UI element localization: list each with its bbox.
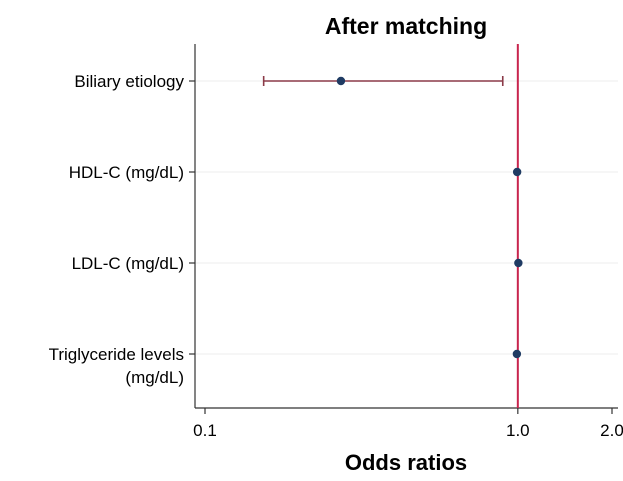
x-tick-labels: 0.1 1.0 2.0 (193, 408, 623, 440)
category-label-2: HDL-C (mg/dL) (69, 163, 184, 182)
point-estimate-3 (514, 258, 523, 268)
x-tick-label-1: 0.1 (193, 421, 217, 440)
confidence-intervals (262, 76, 504, 86)
gridlines (195, 80, 618, 355)
point-estimate-2 (512, 167, 522, 177)
category-label-1: Biliary etiology (74, 72, 184, 91)
category-label-line: Triglyceride levels (49, 345, 184, 364)
axes (194, 44, 618, 409)
x-tick-label-2: 1.0 (506, 421, 530, 440)
point-estimate-4 (512, 349, 522, 359)
x-tick-label-3: 2.0 (600, 421, 623, 440)
chart-title: After matching (325, 13, 487, 39)
category-labels: Biliary etiology HDL-C (mg/dL) LDL-C (mg/d… (49, 72, 195, 387)
category-label-line: LDL-C (mg/dL) (72, 254, 184, 273)
x-axis-title: Odds ratios (345, 450, 467, 475)
category-label-line: (mg/dL) (125, 368, 184, 387)
point-estimates (336, 76, 523, 359)
category-label-4: Triglyceride levels (mg/dL) (49, 345, 184, 387)
category-label-3: LDL-C (mg/dL) (72, 254, 184, 273)
category-label-line: Biliary etiology (74, 72, 184, 91)
point-estimate-1 (336, 76, 346, 86)
category-label-line: HDL-C (mg/dL) (69, 163, 184, 182)
